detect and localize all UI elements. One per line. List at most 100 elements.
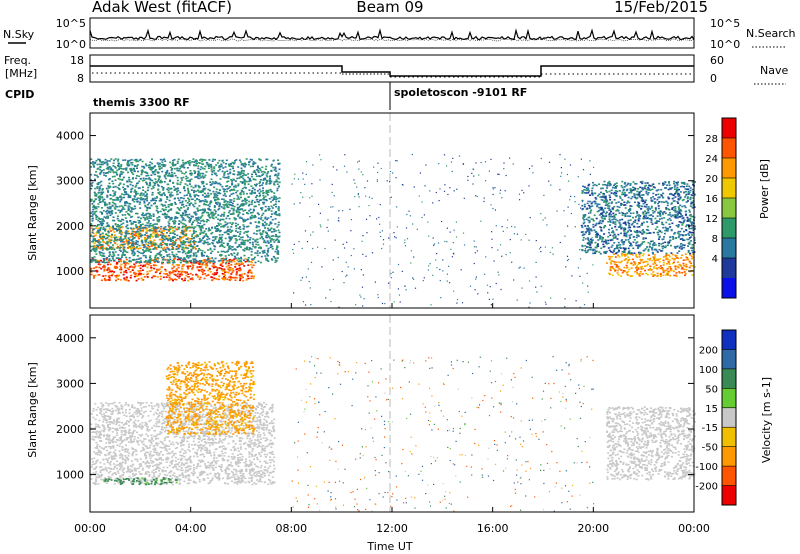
scatter-point (178, 251, 181, 253)
scatter-point (157, 191, 160, 194)
scatter-point (125, 240, 128, 242)
nsearch-tick-bottom: 10^0 (710, 38, 740, 51)
scatter-point (691, 188, 694, 191)
scatter-point (170, 209, 173, 211)
scatter-point (229, 269, 232, 271)
scatter-point (182, 247, 185, 250)
scatter-point (234, 257, 237, 259)
scatter-point (679, 216, 681, 218)
scatter-point (235, 159, 238, 161)
scatter-point (105, 217, 107, 219)
scatter-point (95, 247, 98, 249)
scatter-point (263, 196, 265, 199)
scatter-point (189, 240, 192, 242)
scatter-point (612, 268, 615, 270)
scatter-point (215, 196, 218, 198)
scatter-point (202, 158, 204, 161)
scatter-point (129, 271, 132, 273)
scatter-point (158, 176, 161, 179)
scatter-point (104, 202, 107, 205)
scatter-point (129, 236, 132, 238)
scatter-point (146, 207, 149, 210)
scatter-point (108, 238, 111, 241)
scatter-point (228, 245, 231, 247)
scatter-point (608, 180, 611, 183)
scatter-point (249, 241, 252, 244)
scatter-point (144, 238, 146, 240)
nsky-line (89, 28, 695, 41)
scatter-point (215, 201, 218, 204)
scatter-point (275, 200, 278, 203)
scatter-point (131, 161, 134, 164)
scatter-point (142, 230, 144, 232)
scatter-point (140, 252, 143, 254)
scatter-point (210, 166, 213, 168)
scatter-point (652, 263, 655, 265)
scatter-point (123, 204, 126, 206)
scatter-point (188, 260, 191, 262)
scatter-point (126, 185, 129, 187)
scatter-point (103, 277, 106, 280)
scatter-point (184, 219, 187, 222)
scatter-point (105, 233, 108, 235)
scatter-point (211, 213, 214, 215)
scatter-point (608, 194, 611, 197)
scatter-point (183, 172, 186, 175)
scatter-point (194, 241, 197, 243)
scatter-point (203, 240, 206, 243)
scatter-point (260, 216, 263, 219)
scatter-point (276, 189, 279, 192)
scatter-point (152, 215, 155, 217)
scatter-point (679, 245, 682, 247)
scatter-point (583, 203, 586, 206)
scatter-point (642, 237, 645, 239)
scatter-point (240, 217, 243, 219)
scatter-point (222, 242, 225, 244)
scatter-point (223, 206, 226, 208)
scatter-point (269, 177, 271, 179)
scatter-point (124, 190, 126, 193)
scatter-point (214, 227, 217, 230)
scatter-point (195, 217, 198, 219)
scatter-point (103, 236, 106, 238)
scatter-point (625, 234, 628, 236)
scatter-point (652, 196, 655, 198)
scatter-point (660, 243, 663, 245)
scatter-point (112, 190, 115, 192)
scatter-point (245, 279, 248, 281)
scatter-point (96, 270, 99, 273)
scatter-point (588, 229, 590, 232)
scatter-point (242, 164, 245, 167)
scatter-point (221, 269, 224, 271)
scatter-point (131, 184, 134, 187)
scatter-point (131, 178, 134, 180)
scatter-point (201, 160, 204, 163)
scatter-point (601, 217, 604, 220)
scatter-point (208, 227, 210, 230)
scatter-point (627, 274, 630, 276)
scatter-point (187, 265, 190, 268)
scatter-point (269, 188, 272, 191)
scatter-point (94, 198, 97, 200)
scatter-point (231, 246, 234, 248)
scatter-point (688, 209, 691, 211)
scatter-point (189, 241, 192, 244)
scatter-point (276, 214, 279, 216)
scatter-point (669, 188, 672, 190)
scatter-point (641, 254, 644, 257)
scatter-point (107, 279, 110, 281)
scatter-point (644, 237, 647, 240)
scatter-point (634, 221, 637, 223)
scatter-point (233, 258, 236, 260)
scatter-point (200, 270, 203, 272)
scatter-point (119, 230, 121, 233)
scatter-point (601, 239, 604, 241)
scatter-point (271, 207, 274, 209)
scatter-point (137, 236, 140, 238)
scatter-point (614, 221, 617, 223)
scatter-point (113, 227, 116, 230)
scatter-point (270, 201, 273, 203)
scatter-point (170, 278, 173, 280)
scatter-point (106, 279, 109, 281)
scatter-point (611, 244, 614, 247)
